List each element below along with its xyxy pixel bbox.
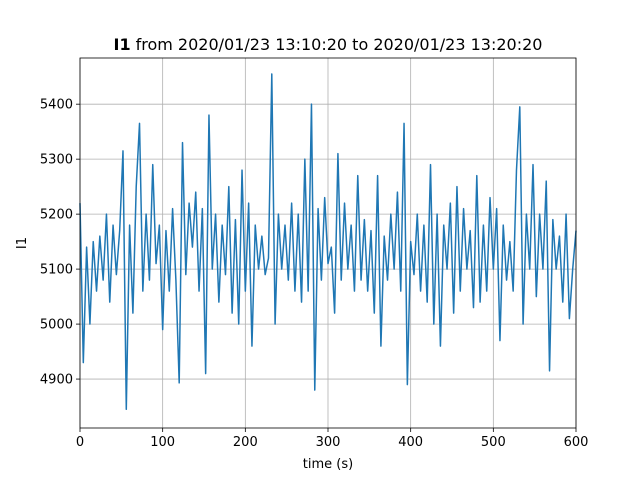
y-tick-label: 5100 [40, 263, 73, 278]
x-tick-label: 300 [316, 435, 341, 450]
chart-title: I1 from 2020/01/23 13:10:20 to 2020/01/23… [114, 35, 543, 54]
y-axis-label: I1 [15, 237, 30, 249]
title-text: from 2020/01/23 13:10:20 to 2020/01/23 1… [136, 35, 543, 54]
x-tick-label: 500 [481, 435, 506, 450]
plot-area [79, 73, 577, 411]
title-bold: I1 [114, 35, 131, 54]
ticks: 0 100 200 300 400 500 600 4900 5000 5100 5200 5300 5… [40, 98, 589, 450]
y-tick-label: 5200 [40, 208, 73, 223]
x-tick-label: 0 [76, 435, 84, 450]
y-tick-label: 4900 [40, 373, 73, 388]
x-tick-label: 200 [233, 435, 258, 450]
y-tick-label: 5300 [40, 153, 73, 168]
data-line [79, 73, 577, 411]
x-tick-label: 600 [564, 435, 589, 450]
y-tick-label: 5000 [40, 318, 73, 333]
x-axis-label: time (s) [303, 457, 353, 472]
y-tick-label: 5400 [40, 98, 73, 113]
x-tick-label: 100 [150, 435, 175, 450]
x-tick-label: 400 [398, 435, 423, 450]
